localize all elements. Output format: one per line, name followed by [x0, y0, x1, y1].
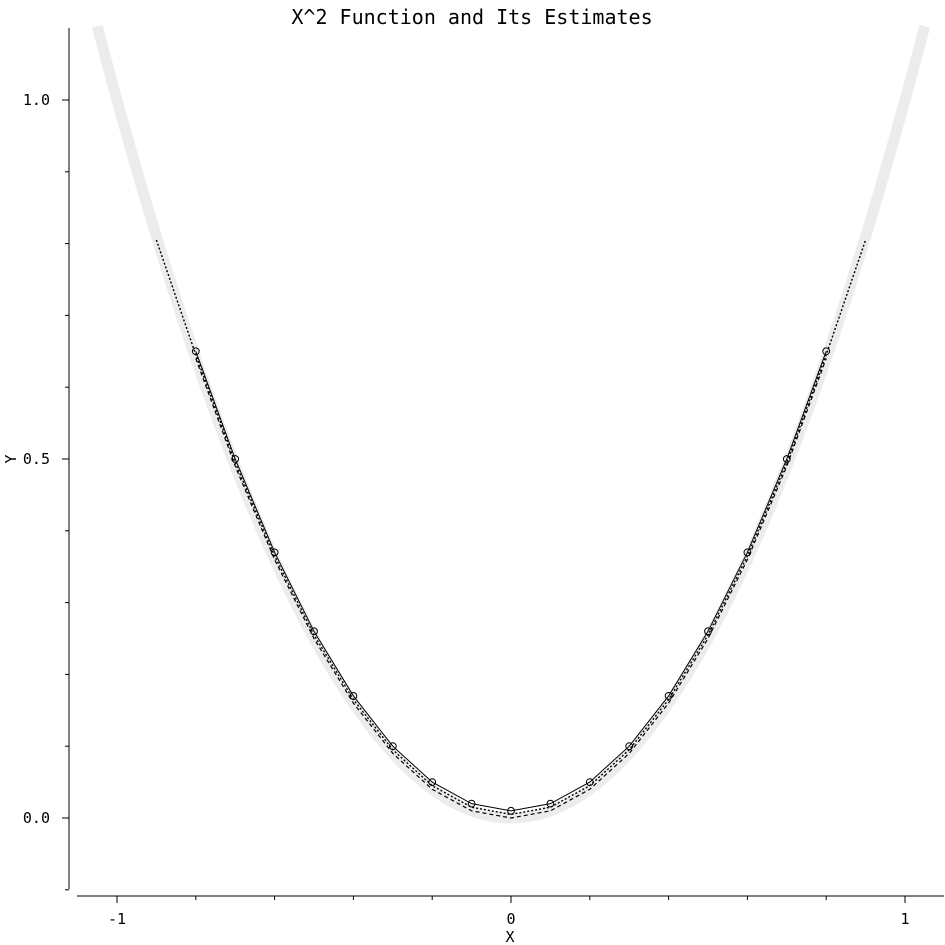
data-point-marker	[231, 455, 240, 463]
x-axis-ticks: -1 0 1	[108, 896, 910, 928]
x-tick-label: -1	[108, 910, 126, 928]
y-tick-label: 0.5	[23, 450, 50, 468]
data-point-marker	[585, 778, 594, 786]
series-line-3	[195, 358, 827, 819]
x-axis-label: X	[505, 928, 514, 945]
y-tick-label: 1.0	[23, 91, 50, 109]
plot-area	[91, 25, 931, 824]
series-line-4	[195, 351, 827, 812]
data-point-marker	[270, 548, 279, 557]
data-point-marker	[507, 806, 515, 815]
y-axis-ticks: 0.0 0.5 1.0	[23, 91, 69, 891]
data-point-marker	[822, 347, 831, 356]
data-point-marker	[625, 742, 634, 751]
data-point-marker	[743, 548, 752, 557]
x-tick-label: 1	[900, 910, 909, 928]
data-point-marker	[664, 692, 673, 700]
data-point-marker	[467, 799, 476, 808]
data-point-marker	[428, 778, 437, 786]
y-tick-label: 0.0	[23, 809, 50, 827]
data-point-marker	[546, 799, 555, 808]
chart-title: X^2 Function and Its Estimates	[291, 5, 652, 29]
data-point-marker	[388, 742, 397, 751]
data-point-marker	[349, 692, 358, 700]
x-tick-label: 0	[506, 910, 515, 928]
data-point-marker	[704, 627, 712, 636]
data-point-marker	[310, 627, 318, 636]
y-axis-label: Y	[2, 454, 20, 463]
data-point-marker	[782, 455, 791, 463]
data-point-marker	[191, 347, 200, 356]
